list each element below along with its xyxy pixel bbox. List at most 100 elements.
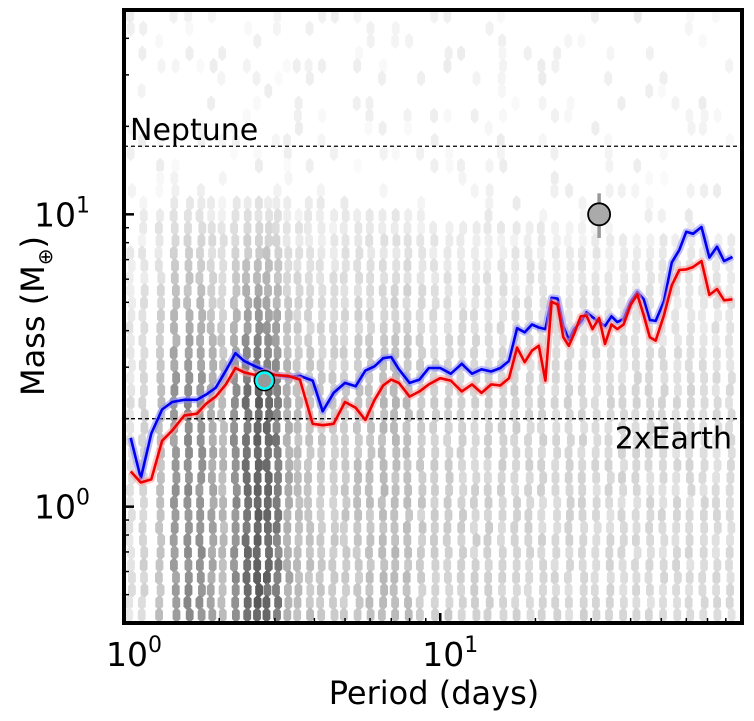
density-cell: [262, 457, 271, 474]
density-cell: [498, 519, 506, 536]
density-cell: [604, 132, 613, 149]
density-cell: [292, 357, 301, 374]
density-cell: [457, 345, 466, 361]
density-cell: [633, 494, 642, 511]
density-cell: [170, 195, 179, 212]
density-cell: [525, 332, 534, 349]
detected-candidate-marker: [255, 371, 274, 390]
y-tick-base: 10: [34, 195, 76, 234]
density-cell: [429, 245, 438, 262]
density-cell: [140, 295, 148, 311]
density-cell: [379, 57, 388, 74]
density-cell: [156, 357, 165, 374]
density-cell: [206, 320, 215, 336]
density-cell: [171, 482, 180, 499]
density-cell: [604, 419, 613, 436]
density-cell: [295, 507, 303, 524]
density-cell: [294, 532, 303, 549]
density-cell: [253, 594, 262, 611]
density-cell: [198, 582, 206, 599]
density-cell: [416, 607, 424, 623]
density-cell: [139, 20, 148, 37]
density-cell: [403, 220, 412, 237]
density-cell: [317, 457, 325, 474]
density-cell: [592, 482, 601, 499]
density-cell: [330, 10, 339, 24]
density-cell: [726, 357, 735, 374]
density-cell: [673, 569, 682, 586]
density-cell: [232, 282, 241, 299]
density-cell: [232, 307, 241, 324]
density-cell: [580, 569, 588, 586]
density-cell: [184, 345, 193, 361]
density-cell: [657, 207, 666, 224]
density-cell: [579, 432, 587, 449]
density-cell: [470, 444, 479, 461]
density-cell: [631, 469, 640, 486]
y-tick-base: 10: [34, 488, 76, 527]
density-cell: [353, 457, 362, 474]
density-cell: [377, 444, 386, 461]
density-cell: [459, 307, 468, 324]
density-cell: [196, 245, 204, 262]
density-cell: [459, 295, 467, 311]
density-cell: [725, 594, 734, 611]
density-cell: [727, 270, 735, 287]
density-cell: [497, 257, 506, 274]
density-cell: [674, 382, 682, 399]
density-cell: [232, 494, 241, 511]
density-cell: [605, 245, 614, 262]
density-cell: [304, 195, 313, 212]
density-cell: [673, 607, 682, 623]
density-cell: [592, 345, 601, 361]
density-cell: [402, 582, 411, 599]
density-cell: [700, 394, 709, 411]
density-cell: [646, 232, 655, 249]
density-cell: [727, 457, 735, 474]
density-cell: [563, 394, 572, 411]
density-cell: [231, 469, 239, 486]
density-cell: [659, 544, 667, 561]
density-cell: [138, 307, 147, 324]
density-cell: [305, 157, 314, 174]
density-cell: [512, 419, 521, 436]
density-cell: [263, 507, 272, 524]
density-cell: [294, 95, 303, 112]
density-cell: [365, 457, 374, 474]
density-cell: [285, 457, 293, 474]
density-cell: [306, 519, 315, 536]
density-cell: [128, 582, 136, 599]
density-cell: [140, 257, 149, 274]
density-cell: [658, 345, 666, 361]
density-cell: [230, 332, 238, 349]
density-cell: [208, 607, 217, 623]
density-cell: [483, 532, 492, 549]
density-cell: [172, 469, 181, 486]
density-cell: [645, 432, 654, 449]
density-cell: [551, 532, 560, 549]
density-cell: [511, 394, 520, 411]
density-cell: [457, 557, 466, 574]
density-cell: [415, 332, 424, 349]
density-cell: [632, 532, 640, 549]
density-cell: [445, 332, 453, 349]
density-cell: [443, 10, 452, 24]
density-cell: [564, 107, 573, 124]
density-cell: [330, 145, 338, 162]
density-cell: [458, 594, 467, 611]
density-cell: [539, 557, 547, 574]
density-cell: [497, 419, 506, 436]
density-cell: [713, 182, 721, 199]
density-cell: [273, 407, 281, 424]
density-cell: [170, 320, 178, 336]
density-cell: [700, 432, 709, 449]
density-cell: [432, 407, 440, 424]
density-cell: [390, 507, 399, 524]
density-cell: [390, 407, 398, 424]
density-cell: [231, 245, 240, 262]
density-cell: [255, 245, 264, 262]
density-cell: [712, 582, 720, 599]
density-cell: [391, 544, 400, 561]
density-cell: [155, 33, 163, 49]
density-cell: [241, 394, 250, 411]
